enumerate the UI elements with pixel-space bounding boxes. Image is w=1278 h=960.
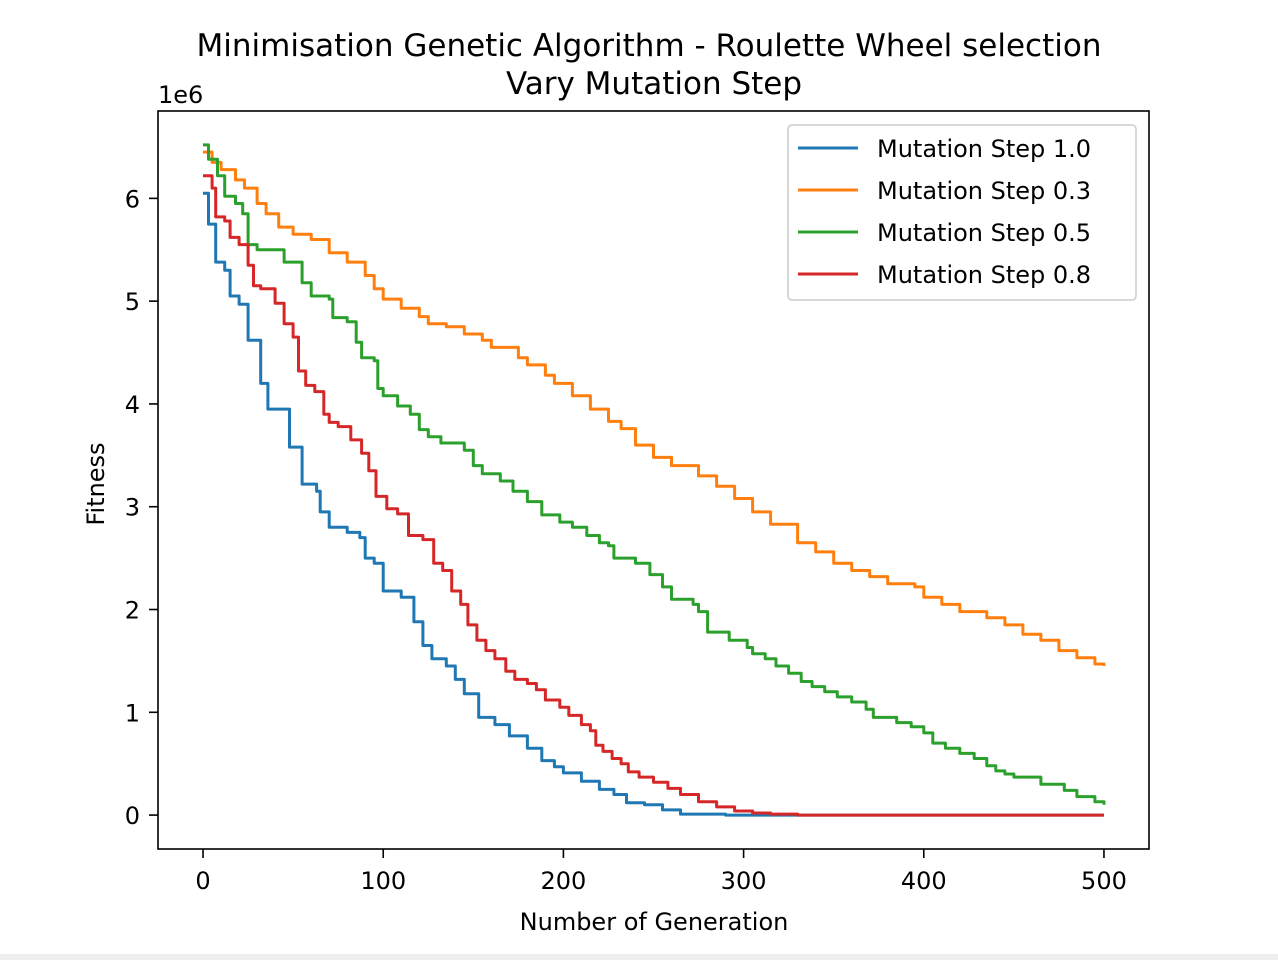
bottom-strip [0,954,1278,960]
x-axis-label: Number of Generation [520,908,789,936]
legend-label-step-0-3: Mutation Step 0.3 [877,177,1091,205]
y-axis: 0 1 2 3 4 5 6 [125,185,158,830]
chart-title: Minimisation Genetic Algorithm - Roulett… [197,28,1102,64]
legend: Mutation Step 1.0 Mutation Step 0.3 Muta… [787,124,1137,301]
y-tick-label: 5 [125,288,140,316]
legend-label-step-0-5: Mutation Step 0.5 [877,219,1091,247]
y-tick-label: 0 [125,802,140,830]
series-layer [203,143,1106,817]
y-tick-label: 4 [125,391,140,419]
y-axis-label: Fitness [82,442,110,525]
x-tick-label: 0 [195,867,210,895]
legend-label-step-0-8: Mutation Step 0.8 [877,261,1091,289]
series-line-mutation-step-0-5 [203,143,1106,805]
x-tick-label: 100 [360,867,406,895]
legend-label-step-1-0: Mutation Step 1.0 [877,135,1091,163]
y-tick-label: 2 [125,597,140,625]
series-line-mutation-step-0-8 [203,174,1104,817]
series-line-mutation-step-1-0 [203,191,1104,817]
chart-subtitle: Vary Mutation Step [506,66,802,102]
legend-box [787,124,1137,301]
x-tick-label: 200 [541,867,587,895]
y-offset-label: 1e6 [158,81,203,109]
y-tick-label: 1 [125,699,140,727]
y-tick-label: 6 [125,185,140,213]
x-tick-label: 400 [901,867,947,895]
plot-frame [157,110,1150,850]
series-line-mutation-step-0-3 [203,150,1106,666]
y-tick-label: 3 [125,494,140,522]
x-tick-label: 500 [1081,867,1127,895]
x-tick-label: 300 [721,867,767,895]
x-axis: 0 100 200 300 400 500 [195,849,1127,895]
